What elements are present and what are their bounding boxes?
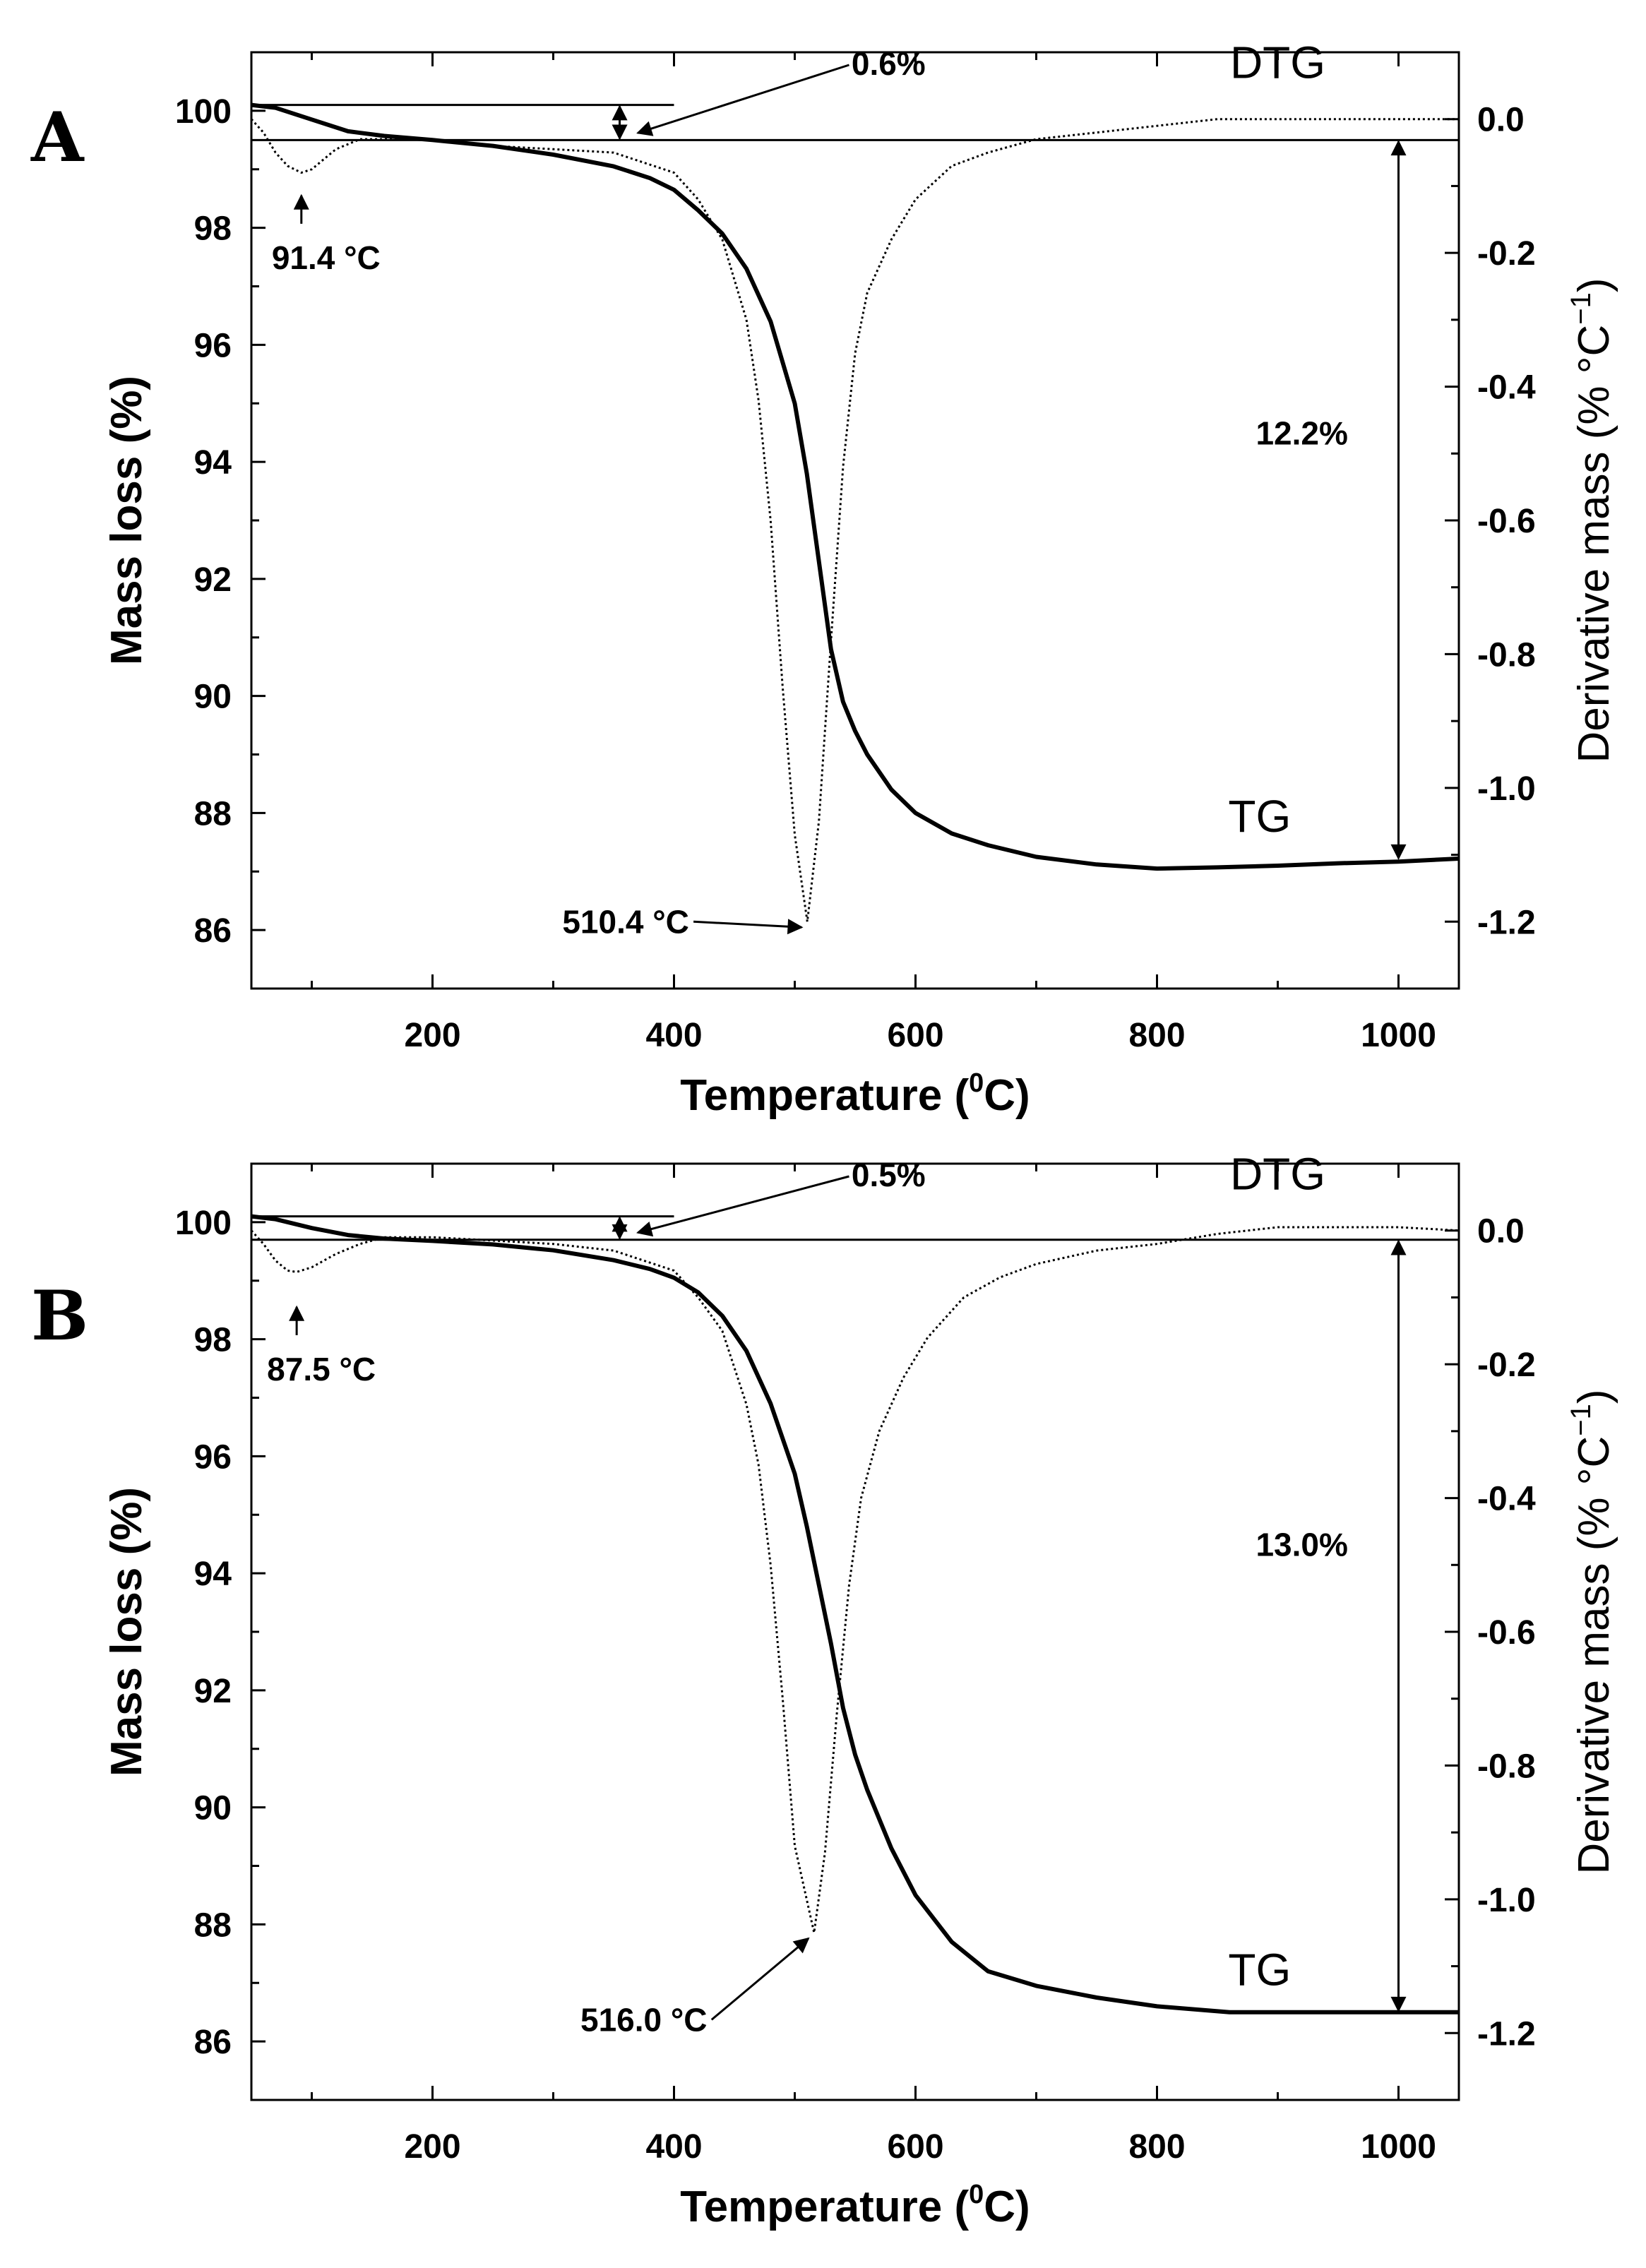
x-tick-label: 1000 (1361, 2128, 1436, 2166)
y-right-tick-label: 0.0 (1477, 102, 1525, 139)
x-tick-label: 600 (887, 1017, 943, 1054)
dtg-label: DTG (1230, 1149, 1325, 1200)
total-loss-label: 12.2% (1256, 414, 1347, 451)
y-right-tick-label: -0.6 (1477, 503, 1536, 540)
main-peak-label: 510.4 °C (562, 903, 689, 940)
total-loss-label: 13.0% (1256, 1526, 1347, 1563)
y-left-tick-label: 94 (194, 444, 232, 482)
dtg-curve (250, 118, 1459, 922)
dtg-label: DTG (1230, 37, 1325, 88)
y-right-tick-label: -0.2 (1477, 235, 1536, 273)
y-left-axis-title: Mass loss (%) (102, 1487, 151, 1777)
main-peak-label: 516.0 °C (580, 2001, 708, 2038)
x-tick-label: 200 (404, 1017, 460, 1054)
y-left-tick-label: 90 (194, 1790, 232, 1827)
y-left-tick-label: 92 (194, 1673, 232, 1710)
x-axis-title: Temperature (0C) (680, 2180, 1030, 2231)
main-peak-arrow (693, 919, 804, 935)
y-right-axis-title: Derivative mass (% °C−1) (1566, 1389, 1618, 1874)
initial-loss-pointer (636, 64, 849, 136)
low-peak-label: 91.4 °C (272, 239, 381, 276)
y-right-tick-label: -1.0 (1477, 1882, 1536, 1919)
x-tick-label: 600 (887, 2128, 943, 2166)
y-right-tick-label: -1.0 (1477, 770, 1536, 808)
panel-letter: A (30, 97, 85, 177)
panel-b: B 200 400 600 800 1000 86 88 90 92 94 96 98 100 0.0 -0.… (31, 1149, 1618, 2231)
initial-loss-pointer (636, 1175, 849, 1237)
initial-loss-label: 0.6% (852, 45, 926, 82)
y-right-tick-label: -0.2 (1477, 1347, 1536, 1384)
panel-a: A 200 400 600 800 1000 86 88 90 92 94 96 98 100 0.0 -0.… (30, 37, 1618, 1120)
y-left-tick-label: 100 (175, 93, 232, 131)
y-left-tick-label: 96 (194, 327, 232, 364)
y-left-tick-label: 98 (194, 210, 232, 248)
panel-letter: B (31, 1276, 88, 1356)
x-tick-label: 400 (645, 1017, 702, 1054)
y-left-tick-label: 86 (194, 2024, 232, 2061)
y-left-tick-label: 96 (194, 1438, 232, 1476)
y-left-tick-label: 90 (194, 679, 232, 716)
y-left-tick-label: 98 (194, 1322, 232, 1359)
y-left-tick-label: 94 (194, 1556, 232, 1593)
y-left-tick-label: 88 (194, 795, 232, 832)
y-right-tick-label: -1.2 (1477, 904, 1536, 941)
tg-curve (251, 102, 1460, 871)
y-right-axis-title: Derivative mass (% °C−1) (1566, 277, 1618, 763)
x-axis-title: Temperature (0C) (680, 1068, 1030, 1120)
y-left-axis-title: Mass loss (%) (102, 376, 151, 665)
y-right-tick-label: -0.8 (1477, 636, 1536, 674)
y-right-tick-label: -0.8 (1477, 1748, 1536, 1785)
y-right-tick-label: -0.6 (1477, 1614, 1536, 1652)
y-left-tick-label: 92 (194, 561, 232, 599)
y-right-tick-label: 0.0 (1477, 1213, 1525, 1251)
main-peak-arrow (710, 1937, 810, 2021)
low-peak-label: 87.5 °C (267, 1351, 376, 1387)
plot-frame (250, 51, 1460, 990)
y-right-tick-label: -1.2 (1477, 2015, 1536, 2053)
initial-loss-label: 0.5% (852, 1157, 926, 1193)
y-left-tick-label: 86 (194, 912, 232, 950)
y-right-tick-label: -0.4 (1477, 369, 1536, 407)
tg-curve (251, 1214, 1459, 2015)
x-tick-label: 800 (1128, 1017, 1185, 1054)
x-tick-label: 200 (404, 2128, 460, 2166)
dtg-curve (250, 1226, 1460, 1933)
x-tick-label: 1000 (1361, 1017, 1436, 1054)
tg-label: TG (1228, 1945, 1291, 1995)
y-left-tick-label: 88 (194, 1906, 232, 1944)
x-tick-label: 400 (645, 2128, 702, 2166)
x-tick-label: 800 (1128, 2128, 1185, 2166)
tg-label: TG (1228, 791, 1291, 842)
y-left-tick-label: 100 (175, 1205, 232, 1242)
y-right-tick-label: -0.4 (1477, 1481, 1536, 1518)
